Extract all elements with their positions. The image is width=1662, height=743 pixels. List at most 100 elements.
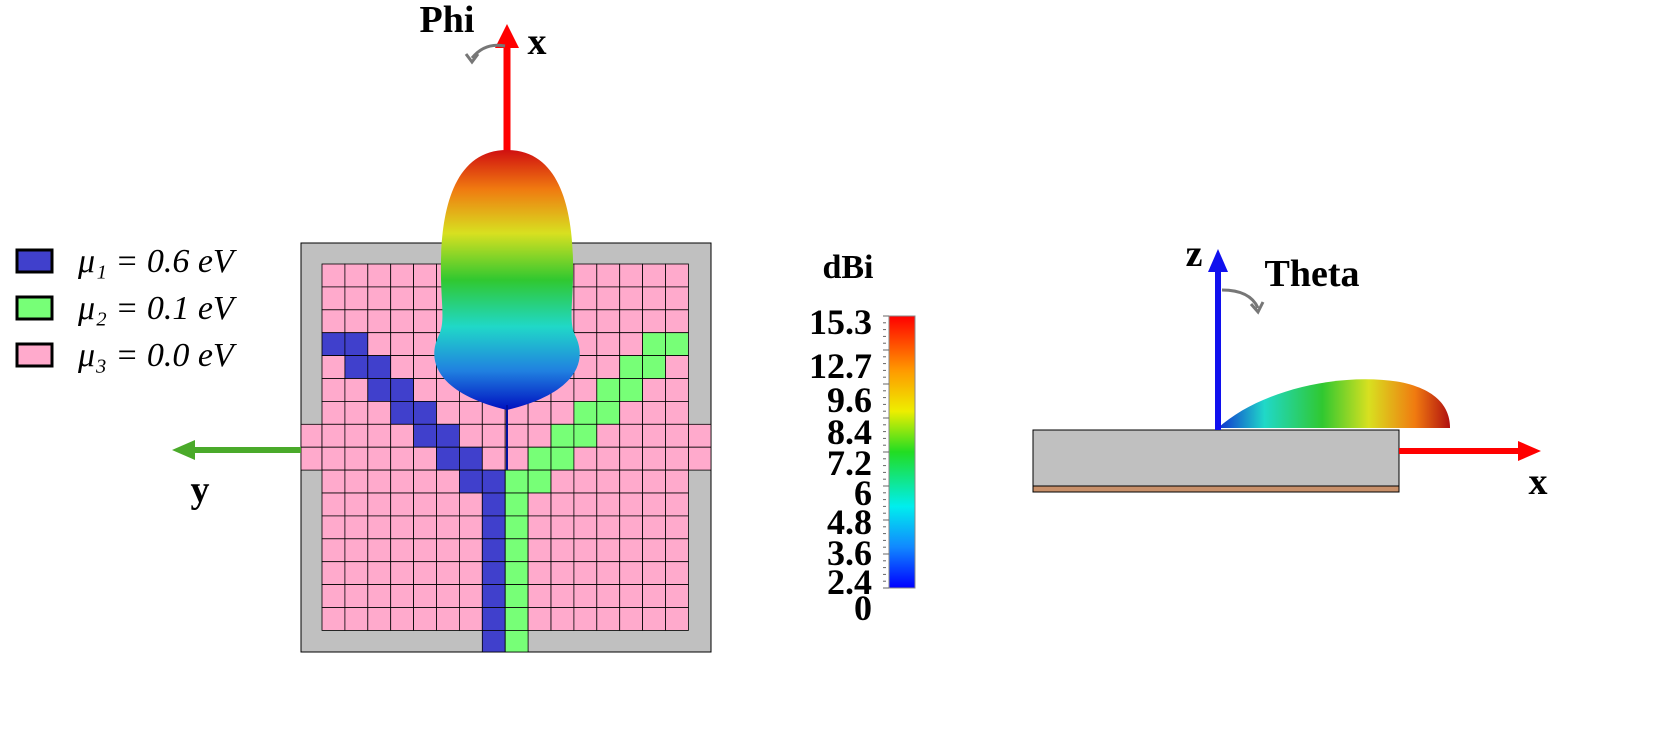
cell bbox=[642, 515, 666, 540]
cell bbox=[596, 515, 621, 540]
phi-rotation-head bbox=[464, 53, 480, 65]
cell bbox=[573, 538, 598, 563]
cell bbox=[481, 538, 506, 563]
cell bbox=[573, 469, 598, 494]
cell bbox=[619, 561, 644, 586]
x-arrow-head-side bbox=[1518, 441, 1541, 461]
cell bbox=[596, 286, 621, 311]
cell bbox=[367, 492, 392, 517]
cell bbox=[596, 538, 621, 563]
cell bbox=[413, 561, 437, 586]
cell bbox=[367, 607, 392, 631]
cell bbox=[619, 607, 644, 631]
cell bbox=[596, 492, 621, 517]
cell bbox=[390, 355, 415, 379]
cell bbox=[573, 561, 598, 586]
cell bbox=[344, 446, 369, 471]
x-label: x bbox=[528, 21, 547, 63]
strip-cell bbox=[300, 423, 323, 448]
cell bbox=[665, 309, 689, 334]
cell bbox=[413, 538, 437, 563]
cell bbox=[367, 515, 392, 540]
cell bbox=[321, 584, 346, 608]
cell bbox=[619, 378, 644, 402]
cell bbox=[436, 423, 460, 448]
cell bbox=[504, 607, 529, 631]
colorbar-label: 6 bbox=[854, 473, 872, 513]
cell bbox=[596, 400, 621, 425]
cell bbox=[665, 378, 689, 402]
cell bbox=[527, 607, 552, 631]
feed-cell bbox=[481, 630, 506, 653]
cell bbox=[390, 309, 415, 334]
cell bbox=[481, 584, 506, 608]
cell bbox=[596, 446, 621, 471]
cell bbox=[344, 492, 369, 517]
cell bbox=[367, 538, 392, 563]
cell bbox=[527, 423, 552, 448]
cell bbox=[436, 538, 460, 563]
cell bbox=[573, 263, 598, 288]
cell bbox=[596, 378, 621, 402]
cell bbox=[527, 584, 552, 608]
cell bbox=[642, 309, 666, 334]
legend-swatch bbox=[15, 342, 54, 368]
cell bbox=[367, 469, 392, 494]
cell bbox=[321, 561, 346, 586]
cell bbox=[642, 263, 666, 288]
cell bbox=[413, 286, 437, 311]
cell bbox=[344, 332, 369, 357]
theta-rotation-head bbox=[1249, 301, 1265, 315]
cell bbox=[619, 309, 644, 334]
cell bbox=[344, 263, 369, 288]
cell bbox=[573, 309, 598, 334]
cell bbox=[481, 492, 506, 517]
cell bbox=[321, 446, 346, 471]
cell bbox=[573, 515, 598, 540]
cell bbox=[504, 584, 529, 608]
cell bbox=[413, 515, 437, 540]
cell bbox=[665, 607, 689, 631]
cell bbox=[367, 286, 392, 311]
cell bbox=[527, 538, 552, 563]
y-label: y bbox=[191, 469, 210, 511]
legend-label: μ₁ = 0.6 eV bbox=[77, 243, 238, 280]
cell bbox=[619, 286, 644, 311]
cell bbox=[367, 378, 392, 402]
cell bbox=[642, 538, 666, 563]
z-label: z bbox=[1186, 233, 1203, 275]
cell bbox=[344, 378, 369, 402]
legend: μ₁ = 0.6 eV μ₂ = 0.1 eV μ₃ = 0.0 eV bbox=[15, 243, 238, 374]
cell bbox=[436, 469, 460, 494]
cell bbox=[573, 607, 598, 631]
colorbar-label: 8.4 bbox=[827, 412, 872, 452]
cell bbox=[619, 423, 644, 448]
cell bbox=[619, 355, 644, 379]
cell bbox=[390, 515, 415, 540]
cell bbox=[344, 538, 369, 563]
cell bbox=[390, 446, 415, 471]
cell bbox=[321, 332, 346, 357]
cell bbox=[458, 584, 483, 608]
cell bbox=[413, 469, 437, 494]
strip-cell bbox=[688, 446, 712, 471]
cell bbox=[596, 263, 621, 288]
cell bbox=[413, 378, 437, 402]
cell bbox=[321, 309, 346, 334]
ground-plane bbox=[1032, 485, 1400, 493]
cell bbox=[527, 561, 552, 586]
cell bbox=[390, 286, 415, 311]
cell bbox=[596, 332, 621, 357]
cell bbox=[573, 584, 598, 608]
cell bbox=[344, 355, 369, 379]
cell bbox=[665, 332, 689, 357]
cell bbox=[527, 515, 552, 540]
cell bbox=[367, 446, 392, 471]
cell bbox=[436, 515, 460, 540]
cell bbox=[344, 286, 369, 311]
cell bbox=[665, 492, 689, 517]
cell bbox=[321, 492, 346, 517]
cell bbox=[390, 607, 415, 631]
cell bbox=[504, 469, 529, 494]
cell bbox=[390, 263, 415, 288]
